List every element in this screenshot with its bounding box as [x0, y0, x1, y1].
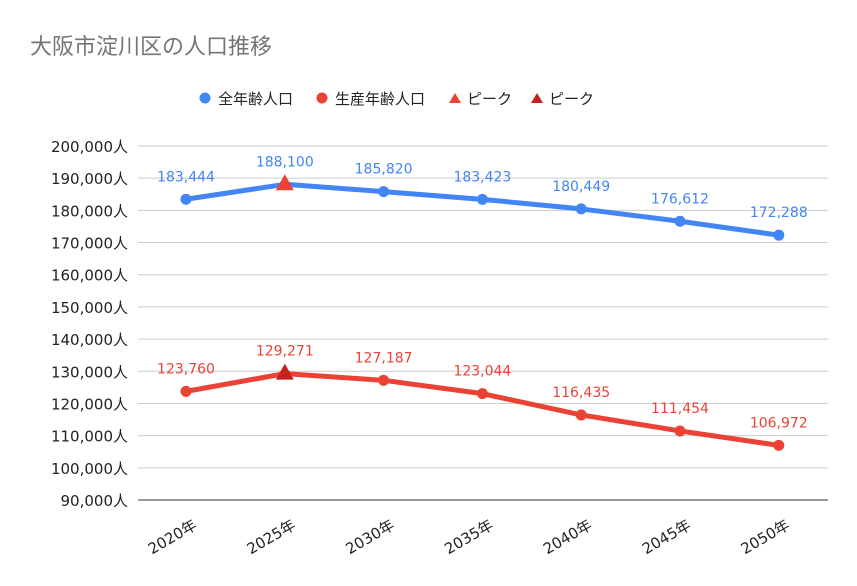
- data-point: [674, 425, 686, 437]
- data-label: 106,972: [750, 415, 808, 431]
- x-tick-label: 2025年: [244, 516, 299, 558]
- legend-peak-marker-0: [449, 93, 461, 103]
- y-tick-label: 110,000人: [51, 428, 128, 446]
- x-tick-label: 2030年: [343, 516, 398, 558]
- y-tick-label: 120,000人: [51, 395, 128, 413]
- data-label: 123,044: [453, 364, 511, 380]
- y-tick-label: 100,000人: [51, 460, 128, 478]
- y-tick-label: 170,000人: [51, 235, 128, 253]
- data-point: [378, 186, 390, 198]
- legend-label: ピーク: [467, 90, 512, 108]
- data-label: 116,435: [552, 385, 610, 401]
- y-tick-label: 150,000人: [51, 299, 128, 317]
- data-point: [575, 409, 587, 421]
- data-point: [476, 193, 488, 205]
- x-tick-label: 2045年: [639, 516, 694, 558]
- data-point: [476, 388, 488, 400]
- data-label: 188,100: [256, 154, 314, 170]
- data-label: 129,271: [256, 344, 314, 360]
- y-tick-label: 90,000人: [61, 492, 129, 510]
- data-label: 185,820: [355, 162, 413, 178]
- data-label: 183,444: [157, 169, 215, 185]
- x-tick-label: 2035年: [441, 516, 496, 558]
- y-tick-label: 160,000人: [51, 267, 128, 285]
- data-label: 172,288: [750, 205, 808, 221]
- data-point: [773, 439, 785, 451]
- data-label: 183,423: [453, 169, 511, 185]
- legend-marker-1: [316, 92, 328, 104]
- x-tick-label: 2050年: [738, 516, 793, 558]
- y-tick-label: 200,000人: [51, 138, 128, 156]
- data-point: [180, 385, 192, 397]
- y-tick-label: 180,000人: [51, 202, 128, 220]
- data-label: 123,760: [157, 361, 215, 377]
- data-point: [180, 193, 192, 205]
- data-label: 127,187: [355, 350, 413, 366]
- x-tick-label: 2020年: [145, 516, 200, 558]
- legend-label: 全年齢人口: [218, 90, 293, 108]
- x-tick-label: 2040年: [540, 516, 595, 558]
- peak-marker: [275, 174, 294, 191]
- chart-title: 大阪市淀川区の人口推移: [30, 35, 272, 60]
- legend-label: ピーク: [549, 90, 594, 108]
- data-label: 180,449: [552, 179, 610, 195]
- data-point: [575, 203, 587, 215]
- legend-label: 生産年齢人口: [335, 90, 425, 108]
- legend-peak-marker-1: [531, 93, 543, 103]
- y-tick-label: 190,000人: [51, 170, 128, 188]
- y-tick-label: 130,000人: [51, 363, 128, 381]
- y-tick-label: 140,000人: [51, 331, 128, 349]
- data-point: [773, 229, 785, 241]
- data-point: [674, 215, 686, 227]
- legend-marker-0: [199, 92, 211, 104]
- peak-marker: [275, 363, 294, 380]
- data-label: 176,612: [651, 191, 709, 207]
- data-point: [378, 374, 390, 386]
- data-label: 111,454: [651, 401, 709, 417]
